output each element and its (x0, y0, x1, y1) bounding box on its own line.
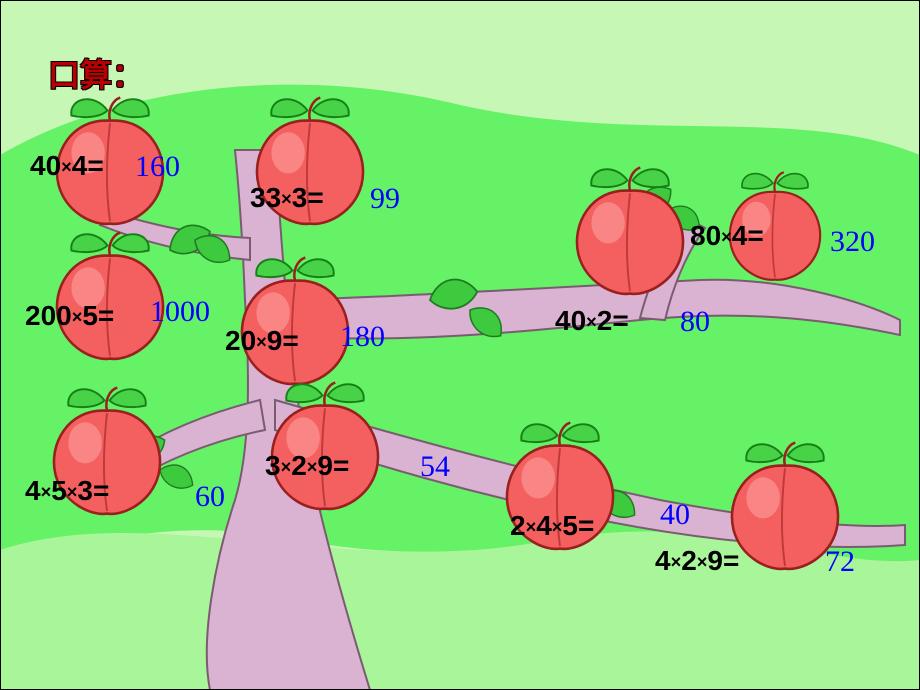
equation-4: 200×5= (25, 300, 114, 332)
equation-2: 33×3= (250, 182, 324, 214)
answer-7: 60 (195, 480, 225, 514)
peach-3 (565, 165, 695, 300)
equation-5: 20×9= (225, 325, 299, 357)
equation-7: 4×5×3= (25, 475, 109, 507)
equation-3: 80×4= (690, 220, 764, 252)
equation-10: 4×2×9= (655, 545, 739, 577)
equation-1: 40×4= (30, 150, 104, 182)
answer-9: 40 (660, 498, 690, 532)
answer-6: 80 (680, 305, 710, 339)
answer-8: 54 (420, 450, 450, 484)
answer-10: 72 (825, 545, 855, 579)
answer-5: 180 (340, 320, 385, 354)
answer-1: 160 (135, 150, 180, 184)
slide-title: 口算： (48, 50, 144, 96)
answer-2: 99 (370, 182, 400, 216)
equation-9: 2×4×5= (510, 510, 594, 542)
equation-6: 40×2= (555, 305, 629, 337)
answer-4: 1000 (150, 295, 210, 329)
peach-8 (260, 380, 390, 515)
answer-3: 320 (830, 225, 875, 259)
equation-8: 3×2×9= (265, 450, 349, 482)
slide-stage: 口算： (0, 0, 920, 690)
